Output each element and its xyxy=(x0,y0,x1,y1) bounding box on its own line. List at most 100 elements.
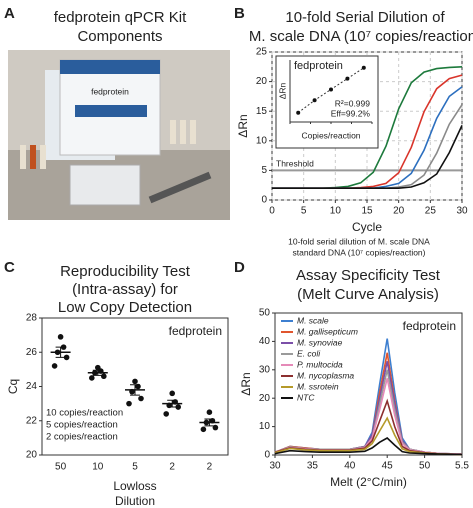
y-tick-label: 20 xyxy=(259,393,271,404)
series-line xyxy=(272,125,463,189)
legend-label: P. multocida xyxy=(297,359,343,369)
x-tick-label: 5.5 xyxy=(455,461,469,472)
chart-title: Assay Specificity Test xyxy=(296,267,441,284)
x-axis-label: Cycle xyxy=(352,220,382,234)
y-tick-label: 0 xyxy=(261,195,267,206)
x-tick-label: 50 xyxy=(55,462,67,473)
inset-point xyxy=(312,98,317,103)
inset-stat: R²=0.999 xyxy=(335,98,370,108)
x-tick-label: 2 xyxy=(207,462,213,473)
y-tick-label: 25 xyxy=(256,47,268,58)
data-point xyxy=(63,354,70,361)
series-line xyxy=(274,437,463,456)
x-tick-label: 5 xyxy=(132,462,138,473)
y-tick-label: 30 xyxy=(259,364,271,375)
y-tick-label: 20 xyxy=(26,450,38,461)
note: 5 copies/reaction xyxy=(46,420,118,431)
data-point xyxy=(175,404,181,410)
inset-point xyxy=(329,87,333,92)
data-point xyxy=(163,411,169,417)
data-point xyxy=(206,409,213,415)
error-bar xyxy=(204,418,215,427)
annotation: fedprotein xyxy=(169,324,222,338)
y-tick-label: 26 xyxy=(26,347,38,358)
plot-frame xyxy=(274,312,463,456)
chart-title: (Melt Curve Analysis) xyxy=(297,286,439,303)
y-tick-label: 10 xyxy=(259,421,271,432)
inset-point xyxy=(296,110,301,115)
x-tick-label: 30 xyxy=(456,206,468,217)
data-point xyxy=(132,378,138,385)
x-tick-label: 20 xyxy=(393,206,405,217)
threshold-label: Threshold xyxy=(276,159,314,169)
x-tick-label: 5 xyxy=(301,206,307,217)
y-tick-label: 10 xyxy=(256,135,268,146)
inset-stat: Eff=99.2% xyxy=(331,108,371,118)
error-bar xyxy=(55,346,66,358)
x-tick-label: 15 xyxy=(361,206,373,217)
legend-label: M. synoviae xyxy=(297,337,343,347)
panel-label: C xyxy=(4,259,15,276)
error-bar xyxy=(92,369,103,376)
photo-title: Components xyxy=(77,28,162,45)
tube xyxy=(30,145,36,169)
y-tick-label: 50 xyxy=(259,308,271,319)
error-bar xyxy=(130,384,140,396)
y-tick-label: 24 xyxy=(26,381,38,392)
legend-label: M. nycoplasma xyxy=(297,370,354,380)
data-point xyxy=(51,363,58,369)
box-label-band xyxy=(75,105,147,117)
x-tick-label: 25 xyxy=(425,206,437,217)
x-tick-label: 35 xyxy=(307,461,319,472)
data-point xyxy=(101,373,107,380)
pipette xyxy=(148,171,212,204)
x-tick-label: 40 xyxy=(344,461,356,472)
x-tick-label: 45 xyxy=(382,461,394,472)
caption: 10-fold serial dilution of M. scale DNA xyxy=(288,236,430,246)
x-tick-label: 10 xyxy=(92,462,104,473)
legend-label: E. coli xyxy=(297,348,321,358)
note: 2 copies/reaction xyxy=(46,432,118,443)
chart-title: Low Copy Detection xyxy=(58,299,192,316)
x-tick-label: 30 xyxy=(269,461,281,472)
data-point xyxy=(126,400,132,407)
panel-label: D xyxy=(234,259,245,276)
photo-title: fedprotein qPCR Kit xyxy=(54,9,187,26)
y-axis-label: ΔRn xyxy=(239,372,253,395)
y-axis-label: Cq xyxy=(6,379,20,394)
x-axis-label: Melt (2°C/min) xyxy=(330,475,407,489)
y-tick-label: 22 xyxy=(26,415,38,426)
y-tick-label: 40 xyxy=(259,336,271,347)
legend-label: NTC xyxy=(297,392,315,402)
tube xyxy=(170,120,176,144)
error-bar xyxy=(167,399,178,408)
legend-label: M. ssrotein xyxy=(297,381,339,391)
tube xyxy=(40,145,46,169)
inset-y-label: ΔRn xyxy=(277,82,287,99)
chart-title: M. scale DNA (10⁷ copies/reaction) xyxy=(249,28,473,45)
y-axis-label: ΔRn xyxy=(236,114,250,137)
tube xyxy=(180,120,186,144)
data-point xyxy=(169,390,175,397)
y-tick-label: 5 xyxy=(261,165,267,176)
x-tick-label: 50 xyxy=(419,461,431,472)
inset-frame xyxy=(275,55,379,149)
legend-label: M. gallisepticum xyxy=(297,326,358,336)
y-tick-label: 20 xyxy=(256,76,268,87)
panel-label: A xyxy=(4,5,15,22)
photo: fedprotein xyxy=(8,50,230,220)
chart-title: 10-fold Serial Dilution of xyxy=(285,9,445,26)
note: 10 copies/reaction xyxy=(46,408,123,419)
box-label: fedprotein xyxy=(91,86,129,96)
x-tick-label: 10 xyxy=(330,206,342,217)
tube xyxy=(20,145,26,169)
chart-title: Reproducibility Test xyxy=(60,263,191,280)
box-band xyxy=(60,60,160,74)
y-tick-label: 28 xyxy=(26,313,38,324)
inset-point xyxy=(345,76,350,81)
data-point xyxy=(138,395,144,402)
series-line xyxy=(274,416,463,456)
y-tick-label: 0 xyxy=(264,450,270,461)
data-point xyxy=(57,334,64,340)
